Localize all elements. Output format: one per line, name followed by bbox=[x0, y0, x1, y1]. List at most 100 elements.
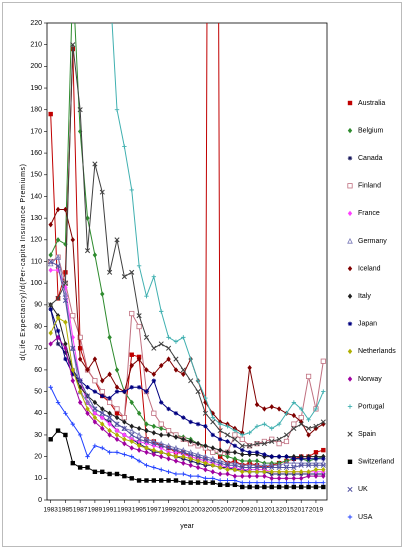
y-tick-label: 100 bbox=[30, 280, 42, 287]
data-point bbox=[321, 480, 326, 485]
data-point bbox=[173, 478, 179, 483]
data-point bbox=[291, 425, 297, 432]
data-point bbox=[151, 447, 157, 453]
data-point bbox=[62, 280, 68, 286]
data-point bbox=[262, 473, 267, 479]
data-point bbox=[114, 367, 120, 373]
data-point bbox=[144, 389, 149, 394]
data-point bbox=[85, 406, 90, 412]
data-point bbox=[225, 439, 230, 444]
data-point bbox=[181, 480, 186, 485]
data-point bbox=[77, 384, 83, 390]
data-point bbox=[48, 385, 53, 390]
data-point bbox=[48, 341, 53, 347]
data-point bbox=[107, 371, 112, 377]
x-tick-label: 1985 bbox=[58, 507, 73, 514]
y-axis-label: d(Life Expectancy)/d(Per-capita Insuranc… bbox=[20, 163, 27, 360]
data-point bbox=[313, 480, 319, 485]
data-point bbox=[70, 460, 75, 466]
data-point bbox=[173, 339, 179, 344]
data-point bbox=[217, 460, 223, 466]
series-line bbox=[50, 23, 324, 469]
data-point bbox=[114, 384, 120, 390]
data-point bbox=[136, 323, 142, 330]
data-point bbox=[151, 478, 157, 483]
data-point bbox=[165, 428, 172, 434]
data-point bbox=[100, 414, 105, 421]
data-point bbox=[269, 475, 274, 482]
data-point bbox=[210, 415, 215, 420]
y-tick-label: 200 bbox=[30, 63, 42, 70]
data-point bbox=[151, 371, 157, 377]
series-line bbox=[50, 304, 324, 458]
data-point bbox=[290, 460, 297, 466]
data-point bbox=[173, 453, 179, 460]
data-point bbox=[269, 438, 275, 445]
data-point bbox=[224, 462, 231, 468]
data-point bbox=[276, 436, 282, 442]
data-point bbox=[203, 424, 208, 429]
data-point bbox=[48, 252, 53, 258]
y-tick-label: 70 bbox=[34, 345, 42, 352]
x-tick-label: 2007 bbox=[220, 507, 235, 514]
data-point bbox=[254, 458, 260, 464]
data-point bbox=[276, 484, 282, 490]
data-point bbox=[107, 399, 113, 406]
y-tick-label: 180 bbox=[30, 107, 42, 114]
data-point bbox=[107, 427, 112, 434]
data-point bbox=[159, 449, 164, 455]
data-point bbox=[136, 447, 142, 453]
data-point bbox=[210, 462, 215, 469]
data-point bbox=[48, 307, 53, 312]
x-tick-label: 1983 bbox=[43, 507, 58, 514]
data-point bbox=[92, 443, 98, 448]
data-point bbox=[173, 434, 179, 440]
data-point bbox=[247, 480, 252, 485]
data-point bbox=[92, 389, 98, 394]
legend-marker bbox=[347, 514, 353, 520]
data-point bbox=[188, 438, 193, 445]
data-point bbox=[321, 456, 326, 462]
data-point bbox=[136, 458, 142, 464]
x-tick-label: 1991 bbox=[102, 507, 117, 514]
data-point bbox=[269, 469, 274, 475]
data-point bbox=[181, 335, 186, 340]
data-point bbox=[107, 269, 113, 275]
x-tick-label: 1987 bbox=[73, 507, 88, 514]
data-point bbox=[217, 421, 223, 427]
data-point bbox=[121, 425, 127, 432]
data-point bbox=[262, 480, 267, 485]
x-tick-label: 2003 bbox=[191, 507, 206, 514]
data-point bbox=[225, 482, 230, 488]
data-point bbox=[313, 406, 319, 412]
data-point bbox=[55, 263, 61, 269]
data-point bbox=[217, 464, 223, 471]
data-point bbox=[321, 389, 326, 394]
legend-label: Italy bbox=[358, 293, 371, 300]
data-point bbox=[261, 464, 267, 471]
legend-label: Portugal bbox=[358, 403, 385, 410]
data-point bbox=[159, 478, 164, 483]
data-point bbox=[195, 480, 201, 485]
data-point bbox=[313, 456, 319, 462]
data-point bbox=[62, 297, 68, 304]
data-point bbox=[107, 432, 112, 438]
data-point bbox=[320, 462, 326, 468]
x-tick-label: 2015 bbox=[279, 507, 294, 514]
y-tick-label: 90 bbox=[34, 302, 42, 309]
data-point bbox=[70, 345, 76, 351]
data-point bbox=[136, 313, 142, 319]
data-point bbox=[313, 466, 319, 473]
data-point bbox=[181, 415, 186, 420]
data-point bbox=[107, 410, 112, 416]
data-point bbox=[121, 415, 127, 421]
data-point bbox=[291, 464, 297, 471]
data-point bbox=[63, 356, 68, 362]
data-point bbox=[129, 310, 135, 317]
data-point bbox=[107, 421, 112, 427]
data-point bbox=[203, 476, 208, 481]
y-tick-label: 30 bbox=[34, 432, 42, 439]
series-line bbox=[111, 23, 324, 436]
x-tick-label: 1999 bbox=[161, 507, 176, 514]
data-point bbox=[283, 460, 290, 466]
